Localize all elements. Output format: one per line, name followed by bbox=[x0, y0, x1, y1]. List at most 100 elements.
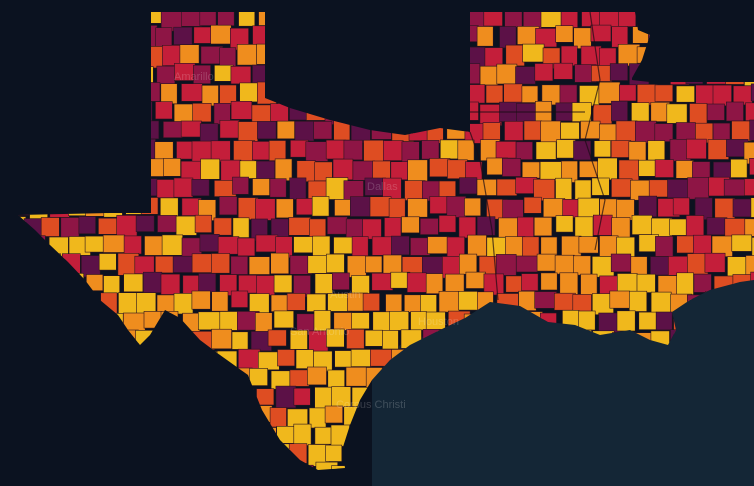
county[interactable] bbox=[745, 255, 754, 277]
county[interactable] bbox=[560, 7, 578, 28]
county[interactable] bbox=[615, 120, 638, 142]
county[interactable] bbox=[181, 463, 199, 483]
county[interactable] bbox=[331, 465, 352, 484]
county[interactable] bbox=[219, 311, 240, 331]
county[interactable] bbox=[9, 84, 28, 103]
county[interactable] bbox=[211, 291, 229, 312]
county[interactable] bbox=[423, 25, 445, 47]
county[interactable] bbox=[447, 159, 468, 180]
county[interactable] bbox=[42, 66, 60, 86]
county[interactable] bbox=[676, 272, 694, 295]
county[interactable] bbox=[255, 234, 279, 253]
county[interactable] bbox=[401, 101, 422, 122]
county[interactable] bbox=[4, 216, 27, 235]
county[interactable] bbox=[267, 443, 291, 464]
county[interactable] bbox=[67, 120, 88, 139]
county[interactable] bbox=[85, 464, 103, 484]
county[interactable] bbox=[745, 102, 754, 122]
county[interactable] bbox=[631, 215, 653, 235]
county[interactable] bbox=[275, 47, 298, 67]
county[interactable] bbox=[231, 367, 253, 386]
county[interactable] bbox=[79, 445, 97, 464]
county[interactable] bbox=[77, 294, 96, 314]
county[interactable] bbox=[324, 405, 344, 424]
county[interactable] bbox=[312, 235, 331, 258]
county[interactable] bbox=[429, 196, 449, 214]
county[interactable] bbox=[61, 482, 80, 486]
county[interactable] bbox=[306, 293, 327, 312]
county[interactable] bbox=[125, 45, 146, 68]
county[interactable] bbox=[102, 234, 126, 253]
county[interactable] bbox=[289, 329, 308, 350]
county[interactable] bbox=[694, 46, 716, 69]
county[interactable] bbox=[155, 255, 174, 274]
county[interactable] bbox=[102, 121, 122, 143]
county[interactable] bbox=[725, 66, 745, 85]
county[interactable] bbox=[61, 26, 84, 47]
county[interactable] bbox=[744, 26, 754, 48]
county[interactable] bbox=[429, 45, 448, 65]
county[interactable] bbox=[232, 176, 249, 195]
county[interactable] bbox=[105, 313, 124, 334]
county[interactable] bbox=[610, 253, 632, 273]
county[interactable] bbox=[553, 292, 576, 311]
county[interactable] bbox=[29, 348, 50, 372]
county[interactable] bbox=[219, 47, 237, 69]
county[interactable] bbox=[496, 63, 518, 85]
county[interactable] bbox=[536, 253, 558, 272]
county[interactable] bbox=[457, 139, 475, 161]
county[interactable] bbox=[49, 424, 70, 447]
county[interactable] bbox=[135, 366, 154, 384]
county[interactable] bbox=[98, 443, 116, 463]
county[interactable] bbox=[731, 234, 752, 252]
county[interactable] bbox=[410, 237, 431, 256]
county[interactable] bbox=[650, 291, 672, 315]
county[interactable] bbox=[230, 255, 249, 275]
county[interactable] bbox=[60, 217, 80, 240]
county[interactable] bbox=[142, 120, 160, 140]
county[interactable] bbox=[628, 290, 648, 312]
county[interactable] bbox=[573, 27, 592, 49]
county[interactable] bbox=[191, 179, 210, 197]
county[interactable] bbox=[270, 103, 289, 122]
county[interactable] bbox=[463, 84, 486, 104]
county[interactable] bbox=[349, 196, 372, 217]
county[interactable] bbox=[610, 140, 632, 158]
county[interactable] bbox=[249, 293, 270, 315]
county[interactable] bbox=[574, 216, 594, 240]
county[interactable] bbox=[288, 443, 308, 464]
county[interactable] bbox=[141, 351, 162, 374]
county[interactable] bbox=[235, 425, 255, 448]
county[interactable] bbox=[590, 24, 612, 42]
county[interactable] bbox=[173, 177, 194, 198]
county[interactable] bbox=[331, 272, 350, 290]
county[interactable] bbox=[555, 177, 573, 200]
county[interactable] bbox=[315, 461, 338, 481]
county[interactable] bbox=[194, 407, 212, 430]
county[interactable] bbox=[428, 9, 448, 30]
county[interactable] bbox=[439, 65, 463, 87]
county[interactable] bbox=[483, 7, 503, 27]
county[interactable] bbox=[118, 292, 138, 315]
county[interactable] bbox=[256, 463, 278, 486]
county[interactable] bbox=[609, 63, 629, 81]
county[interactable] bbox=[743, 178, 754, 196]
county[interactable] bbox=[257, 121, 277, 140]
county[interactable] bbox=[363, 66, 381, 88]
county[interactable] bbox=[467, 234, 487, 257]
county[interactable] bbox=[163, 158, 181, 177]
county[interactable] bbox=[476, 179, 497, 196]
county[interactable] bbox=[134, 255, 155, 275]
county[interactable] bbox=[199, 234, 220, 252]
county[interactable] bbox=[213, 482, 232, 486]
county[interactable] bbox=[479, 65, 499, 86]
county[interactable] bbox=[216, 350, 238, 372]
county[interactable] bbox=[47, 272, 69, 291]
county[interactable] bbox=[199, 123, 219, 142]
county[interactable] bbox=[330, 83, 353, 106]
county[interactable] bbox=[161, 424, 182, 443]
county[interactable] bbox=[67, 424, 85, 443]
county[interactable] bbox=[675, 160, 694, 179]
county[interactable] bbox=[727, 256, 747, 277]
county[interactable] bbox=[667, 25, 684, 46]
